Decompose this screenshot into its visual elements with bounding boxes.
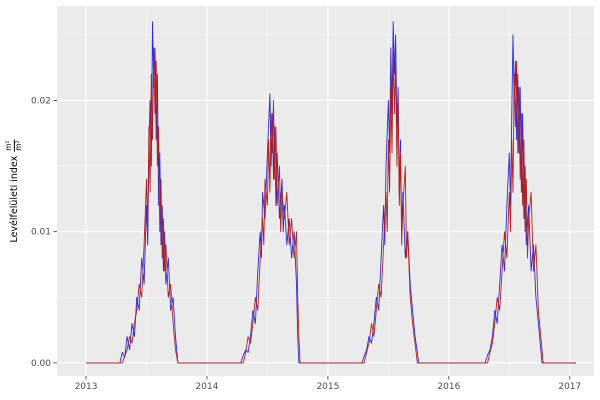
y-axis-unit-fraction: m² m² bbox=[4, 139, 23, 152]
x-tick-label: 2014 bbox=[196, 382, 219, 392]
x-tick-label: 2013 bbox=[75, 382, 98, 392]
x-tick-label: 2015 bbox=[316, 382, 339, 392]
fraction-denominator: m² bbox=[13, 140, 23, 151]
y-axis-title-text: Levélfelületi index bbox=[8, 155, 20, 243]
series-darkred bbox=[86, 47, 576, 364]
y-tick-label: 0.02 bbox=[31, 96, 51, 106]
x-tick-label: 2016 bbox=[437, 382, 460, 392]
y-axis-title: Levélfelületi index m² m² bbox=[4, 139, 23, 243]
y-tick-label: 0.01 bbox=[31, 228, 51, 238]
y-tick-label: 0.00 bbox=[31, 359, 51, 369]
x-tick-label: 2017 bbox=[558, 382, 581, 392]
